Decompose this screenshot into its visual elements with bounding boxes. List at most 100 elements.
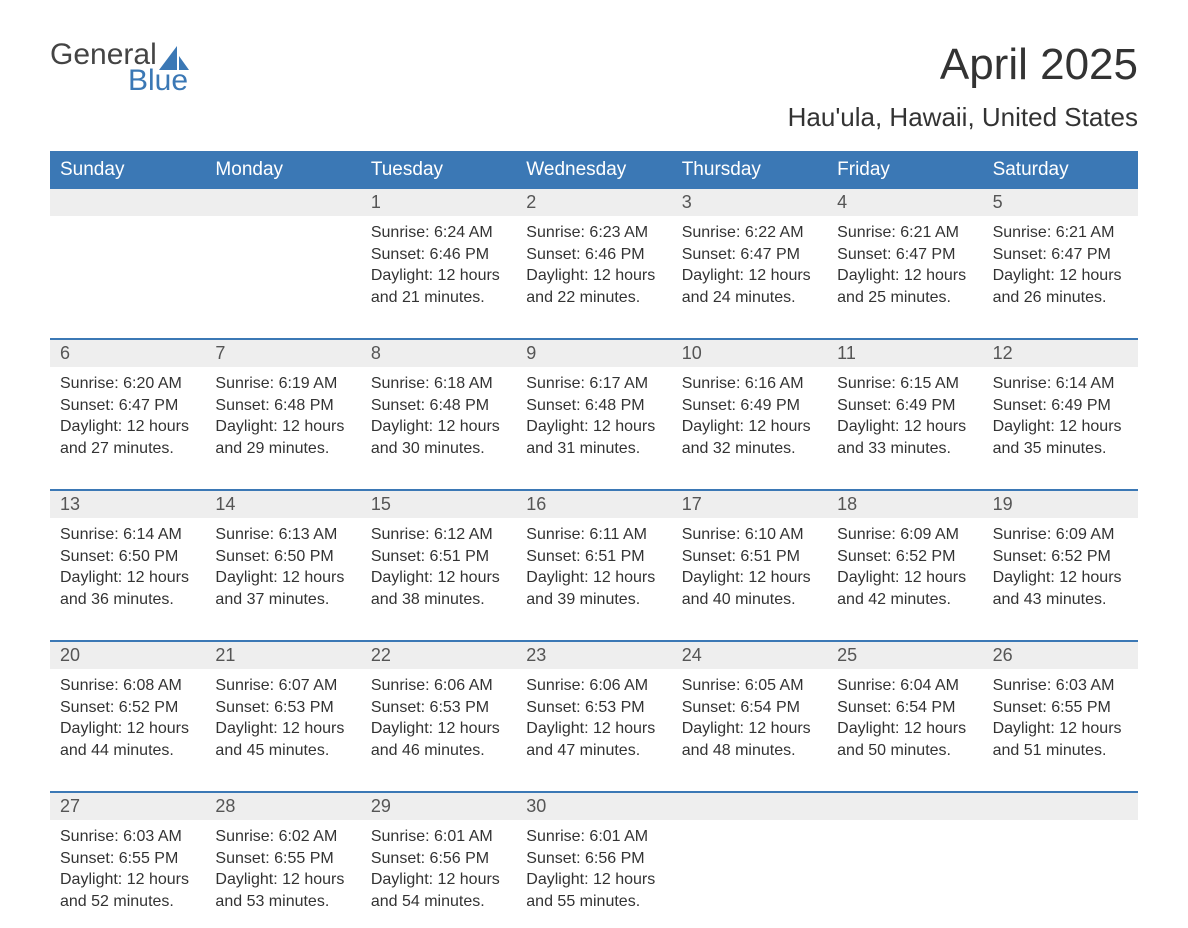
day-cell: Sunrise: 6:10 AMSunset: 6:51 PMDaylight:… — [672, 518, 827, 626]
day-info-line: Daylight: 12 hours — [526, 869, 661, 891]
day-info-line: and 38 minutes. — [371, 589, 506, 611]
day-info-line: Daylight: 12 hours — [60, 718, 195, 740]
daynum-row: 27282930 — [50, 793, 1138, 820]
day-number: 13 — [50, 491, 205, 518]
day-cell — [827, 820, 982, 928]
weekday-header: Saturday — [983, 151, 1138, 189]
day-cell: Sunrise: 6:15 AMSunset: 6:49 PMDaylight:… — [827, 367, 982, 475]
daynum-row: 12345 — [50, 189, 1138, 216]
calendar-week: 20212223242526Sunrise: 6:08 AMSunset: 6:… — [50, 640, 1138, 777]
day-number: 3 — [672, 189, 827, 216]
day-info-line: Sunset: 6:54 PM — [682, 697, 817, 719]
day-info-line: and 22 minutes. — [526, 287, 661, 309]
day-info-line: and 36 minutes. — [60, 589, 195, 611]
day-info-line: Sunset: 6:48 PM — [371, 395, 506, 417]
day-cell: Sunrise: 6:04 AMSunset: 6:54 PMDaylight:… — [827, 669, 982, 777]
day-info-line: Sunset: 6:51 PM — [371, 546, 506, 568]
day-info-line: and 30 minutes. — [371, 438, 506, 460]
day-info-line: Sunrise: 6:10 AM — [682, 524, 817, 546]
calendar: Sunday Monday Tuesday Wednesday Thursday… — [50, 151, 1138, 928]
day-cell: Sunrise: 6:18 AMSunset: 6:48 PMDaylight:… — [361, 367, 516, 475]
day-info-line: Daylight: 12 hours — [993, 265, 1128, 287]
day-info-line: Daylight: 12 hours — [371, 718, 506, 740]
day-info-line: and 39 minutes. — [526, 589, 661, 611]
day-info-line: Daylight: 12 hours — [60, 416, 195, 438]
day-number: 11 — [827, 340, 982, 367]
day-number: 6 — [50, 340, 205, 367]
day-info-line: and 44 minutes. — [60, 740, 195, 762]
weekday-header: Wednesday — [516, 151, 671, 189]
day-number: 26 — [983, 642, 1138, 669]
day-cell: Sunrise: 6:16 AMSunset: 6:49 PMDaylight:… — [672, 367, 827, 475]
day-info-line: and 42 minutes. — [837, 589, 972, 611]
title-block: April 2025 Hau'ula, Hawaii, United State… — [788, 40, 1138, 133]
day-number: 1 — [361, 189, 516, 216]
weekday-header: Tuesday — [361, 151, 516, 189]
day-info-line: and 46 minutes. — [371, 740, 506, 762]
day-cell: Sunrise: 6:03 AMSunset: 6:55 PMDaylight:… — [983, 669, 1138, 777]
day-info-line: Sunrise: 6:02 AM — [215, 826, 350, 848]
day-info-line: and 26 minutes. — [993, 287, 1128, 309]
day-info-line: Daylight: 12 hours — [526, 567, 661, 589]
day-info-line: Daylight: 12 hours — [371, 567, 506, 589]
day-info-line: and 54 minutes. — [371, 891, 506, 913]
day-info-line: Sunset: 6:50 PM — [215, 546, 350, 568]
day-info-line: Sunrise: 6:03 AM — [993, 675, 1128, 697]
day-info-line: and 55 minutes. — [526, 891, 661, 913]
day-info-line: and 27 minutes. — [60, 438, 195, 460]
day-number — [672, 793, 827, 820]
day-info-line: and 35 minutes. — [993, 438, 1128, 460]
day-number: 22 — [361, 642, 516, 669]
day-info-line: Daylight: 12 hours — [371, 869, 506, 891]
day-info-line: Daylight: 12 hours — [215, 869, 350, 891]
day-cell — [50, 216, 205, 324]
weekday-header: Monday — [205, 151, 360, 189]
day-info-line: Daylight: 12 hours — [371, 265, 506, 287]
day-info-line: Sunset: 6:48 PM — [215, 395, 350, 417]
day-info-line: Sunset: 6:54 PM — [837, 697, 972, 719]
day-cell: Sunrise: 6:03 AMSunset: 6:55 PMDaylight:… — [50, 820, 205, 928]
day-info-line: Daylight: 12 hours — [993, 567, 1128, 589]
day-cell: Sunrise: 6:06 AMSunset: 6:53 PMDaylight:… — [361, 669, 516, 777]
day-info-line: Sunset: 6:46 PM — [371, 244, 506, 266]
day-number: 2 — [516, 189, 671, 216]
day-info-line: Sunset: 6:51 PM — [682, 546, 817, 568]
day-number: 25 — [827, 642, 982, 669]
day-info-line: and 47 minutes. — [526, 740, 661, 762]
day-info-line: and 33 minutes. — [837, 438, 972, 460]
day-info-line: Sunset: 6:50 PM — [60, 546, 195, 568]
day-info-line: and 29 minutes. — [215, 438, 350, 460]
day-info-line: Sunrise: 6:20 AM — [60, 373, 195, 395]
day-info-line: Sunset: 6:49 PM — [682, 395, 817, 417]
day-info-line: Daylight: 12 hours — [682, 265, 817, 287]
day-info-line: and 31 minutes. — [526, 438, 661, 460]
weekday-header-row: Sunday Monday Tuesday Wednesday Thursday… — [50, 151, 1138, 189]
day-info-line: Daylight: 12 hours — [526, 265, 661, 287]
day-cell — [983, 820, 1138, 928]
day-info-line: Sunset: 6:47 PM — [682, 244, 817, 266]
logo-text-blue: Blue — [128, 66, 189, 96]
day-info-line: Sunrise: 6:01 AM — [526, 826, 661, 848]
day-info-line: Sunrise: 6:24 AM — [371, 222, 506, 244]
daynum-row: 20212223242526 — [50, 642, 1138, 669]
calendar-week: 13141516171819Sunrise: 6:14 AMSunset: 6:… — [50, 489, 1138, 626]
day-number: 16 — [516, 491, 671, 518]
day-info-line: Sunset: 6:53 PM — [371, 697, 506, 719]
day-number: 20 — [50, 642, 205, 669]
day-info-line: Daylight: 12 hours — [993, 416, 1128, 438]
day-cell: Sunrise: 6:05 AMSunset: 6:54 PMDaylight:… — [672, 669, 827, 777]
day-info-line: Sunrise: 6:13 AM — [215, 524, 350, 546]
day-info-line: Sunrise: 6:16 AM — [682, 373, 817, 395]
daynum-row: 13141516171819 — [50, 491, 1138, 518]
day-number: 21 — [205, 642, 360, 669]
day-cell: Sunrise: 6:08 AMSunset: 6:52 PMDaylight:… — [50, 669, 205, 777]
day-info-line: and 45 minutes. — [215, 740, 350, 762]
day-cell: Sunrise: 6:09 AMSunset: 6:52 PMDaylight:… — [827, 518, 982, 626]
day-info-line: Sunrise: 6:22 AM — [682, 222, 817, 244]
day-info-line: Daylight: 12 hours — [60, 567, 195, 589]
day-info-line: Daylight: 12 hours — [837, 718, 972, 740]
day-cell: Sunrise: 6:12 AMSunset: 6:51 PMDaylight:… — [361, 518, 516, 626]
day-number: 8 — [361, 340, 516, 367]
day-info-line: and 43 minutes. — [993, 589, 1128, 611]
day-info-line: Sunset: 6:48 PM — [526, 395, 661, 417]
